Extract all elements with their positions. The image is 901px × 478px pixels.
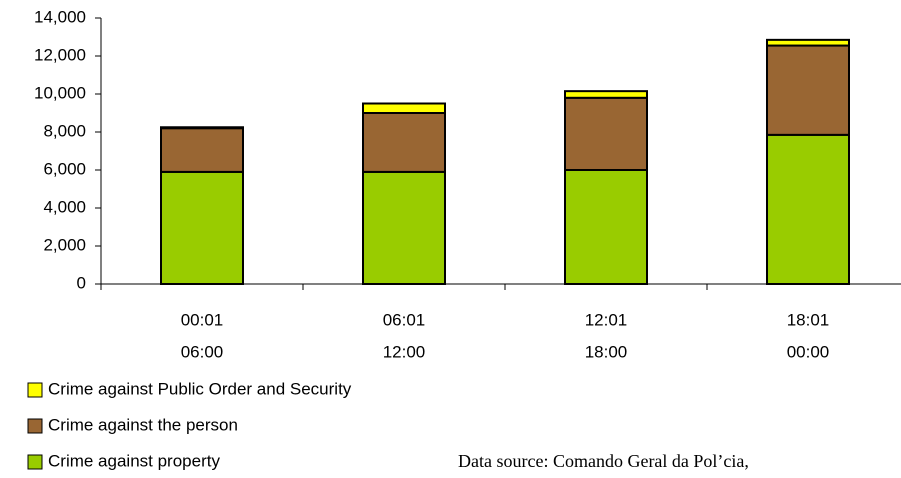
legend-swatch <box>27 454 43 470</box>
y-tick-label: 2,000 <box>43 235 86 254</box>
bar-segment <box>362 170 446 285</box>
y-tick-label: 8,000 <box>43 121 86 140</box>
x-tick-label: 00:00 <box>787 342 830 361</box>
y-tick-label: 0 <box>77 273 86 292</box>
legend-swatch <box>27 418 43 434</box>
y-tick-label: 12,000 <box>34 45 86 64</box>
x-tick-label: 06:01 <box>383 310 426 329</box>
x-tick-label: 00:01 <box>181 310 224 329</box>
bar-segment <box>564 90 648 99</box>
bar-segment <box>160 170 244 285</box>
bar-segment <box>564 96 648 171</box>
legend-label: Crime against Public Order and Security <box>48 379 352 398</box>
data-source: Data source: Comando Geral da Pol’cia, <box>458 451 749 471</box>
bar-segment <box>160 126 244 130</box>
x-tick-label: 18:00 <box>585 342 628 361</box>
bar-segment <box>766 38 850 47</box>
y-tick-label: 10,000 <box>34 83 86 102</box>
x-tick-label: 06:00 <box>181 342 224 361</box>
bar-segment <box>564 169 648 285</box>
x-tick-label: 12:00 <box>383 342 426 361</box>
y-tick-label: 4,000 <box>43 197 86 216</box>
legend-label: Crime against property <box>48 451 220 470</box>
y-tick-label: 6,000 <box>43 159 86 178</box>
bar-segment <box>766 133 850 285</box>
bar-segment <box>362 102 446 114</box>
legend-label: Crime against the person <box>48 415 238 434</box>
legend-swatch <box>27 382 43 398</box>
bar-segment <box>160 127 244 173</box>
y-tick-label: 14,000 <box>34 7 86 26</box>
bar-segment <box>766 44 850 136</box>
x-tick-label: 12:01 <box>585 310 628 329</box>
x-tick-label: 18:01 <box>787 310 830 329</box>
bar-segment <box>362 112 446 173</box>
